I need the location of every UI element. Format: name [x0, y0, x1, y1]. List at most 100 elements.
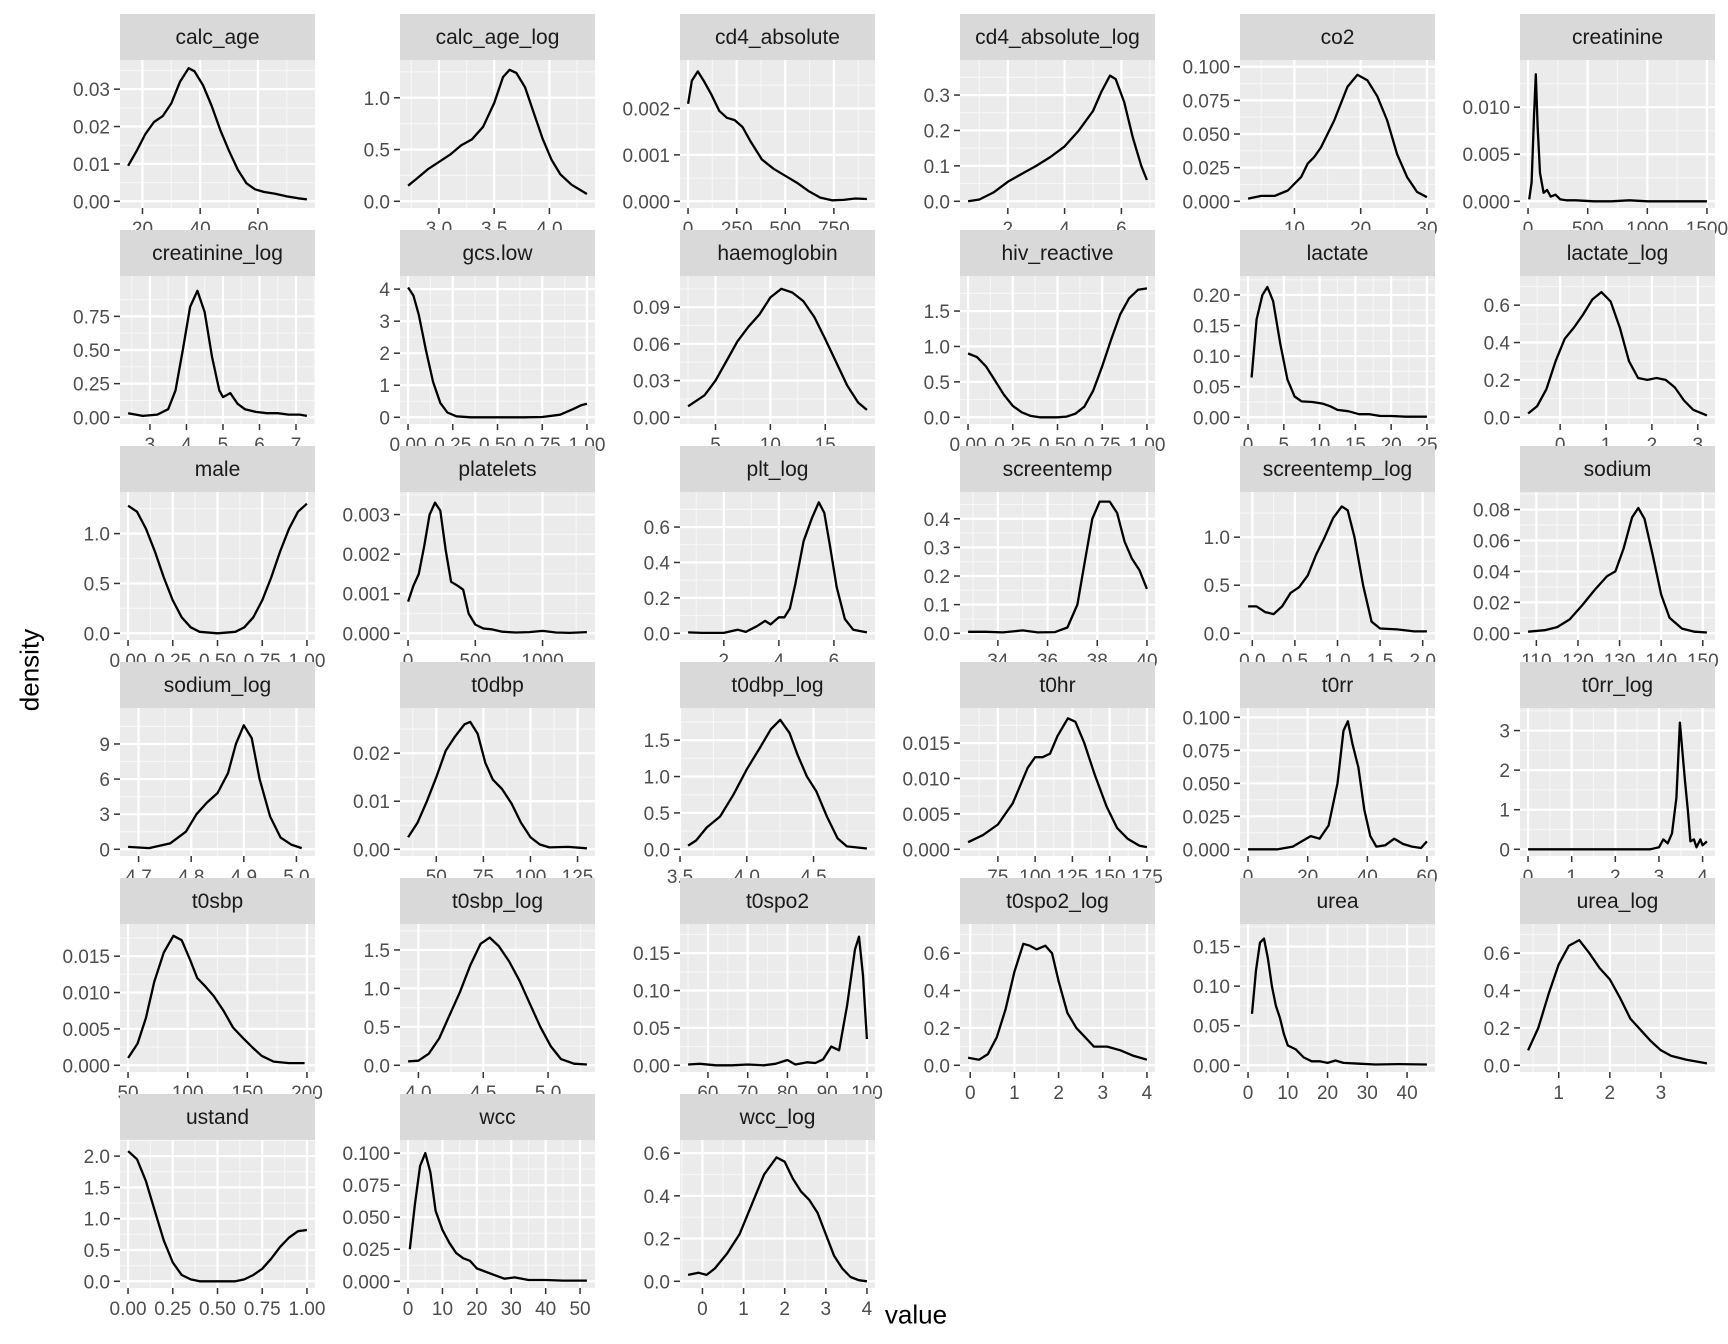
x-tick-label: 4: [1059, 219, 1070, 240]
facet-title: t0spo2_log: [1006, 890, 1109, 913]
y-tick-label: 0.04: [1473, 562, 1510, 583]
x-tick-label: 0: [1523, 867, 1534, 888]
panel-background: [400, 708, 595, 856]
density-curve-gcs-low: [407, 286, 588, 419]
x-tick-label: 5: [1279, 435, 1290, 456]
facet-strip: [960, 230, 1155, 276]
x-tick-label: 0: [965, 1083, 976, 1104]
density-curve-sodium-log: [128, 724, 303, 850]
facet-title: screentemp: [1003, 458, 1113, 481]
density-curve-t0hr: [967, 717, 1148, 849]
density-curve-t0spo2-log: [967, 942, 1148, 1061]
y-tick-label: 0.5: [644, 804, 670, 825]
y-tick-label: 0.000: [1462, 192, 1510, 213]
y-tick-label: 0.0: [924, 624, 950, 645]
density-curve-haemoglobin: [687, 287, 868, 411]
y-tick-label: 0.005: [62, 1020, 110, 1041]
facet-strip: [960, 662, 1155, 708]
facet-strip: [120, 662, 315, 708]
y-tick-label: 0.0: [924, 408, 950, 429]
density-curve-screentemp-log: [1248, 505, 1427, 633]
y-tick-label: 0.05: [1193, 1017, 1230, 1038]
y-tick-label: 1.5: [364, 941, 390, 962]
y-tick-label: 0.002: [342, 545, 390, 566]
x-tick-label: 5: [710, 435, 721, 456]
y-tick-label: 0.6: [1484, 296, 1510, 317]
facet-strip: [400, 1094, 595, 1140]
facet-strip: [680, 230, 875, 276]
y-tick-label: 0.4: [1484, 334, 1511, 355]
y-tick-label: 0.005: [1462, 145, 1510, 166]
y-tick-label: 0.001: [342, 585, 390, 606]
x-tick-label: 0: [1523, 219, 1534, 240]
facet-panel-urea-log: urea_log 1 2 3 0.0 0.2 0.4 0.6: [1484, 878, 1715, 1104]
facet-strip: [960, 878, 1155, 924]
y-tick-label: 0.2: [644, 589, 670, 610]
density-curve-urea-log: [1527, 938, 1708, 1065]
y-tick-label: 0.2: [644, 1230, 670, 1251]
x-tick-label: 3: [1654, 867, 1665, 888]
density-curve-wcc-log: [687, 1156, 868, 1283]
density-curve-calc-age-log: [407, 68, 588, 195]
density-curve-sodium: [1527, 506, 1707, 634]
x-tick-label: 5: [218, 435, 229, 456]
y-tick-label: 0.1: [924, 596, 950, 617]
y-tick-label: 0.015: [902, 734, 950, 755]
facet-strip: [1520, 662, 1715, 708]
facet-title: lactate: [1307, 242, 1369, 265]
density-curve-t0sbp: [127, 934, 305, 1065]
y-tick-label: 0.00: [73, 192, 110, 213]
y-tick-label: 0.00: [353, 840, 390, 861]
y-tick-label: 0.000: [342, 624, 390, 645]
y-tick-label: 1: [1499, 801, 1510, 822]
y-tick-label: 0.01: [73, 155, 110, 176]
density-curve-t0spo2: [688, 935, 869, 1067]
y-tick-label: 0.4: [644, 1187, 671, 1208]
y-tick-label: 0.4: [644, 553, 671, 574]
x-tick-label: 30: [501, 1299, 522, 1320]
panel-background: [680, 924, 875, 1072]
y-tick-label: 0.025: [1182, 807, 1230, 828]
facet-title: wcc: [478, 1106, 515, 1129]
facet-strip: [1240, 14, 1435, 60]
panel-background: [1520, 924, 1715, 1072]
facet-panel-t0spo2-log: t0spo2_log 0 1 2 3 4 0.0 0.2 0.4 0.6: [924, 878, 1155, 1104]
facet-panel-urea: urea 0 10 20 30 40 0.00 0.05 0.10 0.15: [1193, 878, 1435, 1104]
y-tick-label: 0.0: [644, 840, 670, 861]
y-tick-label: 0.0: [1484, 1056, 1510, 1077]
y-tick-label: 1.0: [1204, 528, 1230, 549]
x-tick-label: 2: [1647, 435, 1658, 456]
x-tick-label: 3: [1097, 1083, 1108, 1104]
facet-title: screentemp_log: [1263, 458, 1412, 481]
y-tick-label: 0.10: [1193, 977, 1230, 998]
x-tick-label: 4: [181, 435, 192, 456]
x-tick-label: 3: [821, 1299, 832, 1320]
y-tick-label: 1.0: [924, 337, 950, 358]
facet-panel-cd4-absolute-log: cd4_absolute_log 2 4 6 0.0 0.1 0.2 0.3: [924, 14, 1155, 240]
facet-strip: [1520, 230, 1715, 276]
density-curve-screentemp: [968, 500, 1148, 634]
y-tick-label: 0.00: [1193, 408, 1230, 429]
density-curve-lactate-log: [1527, 290, 1708, 417]
y-tick-label: 3: [379, 312, 390, 333]
y-tick-label: 0.05: [633, 1019, 670, 1040]
y-tick-label: 0.075: [1182, 91, 1230, 112]
density-curve-t0sbp-log: [408, 936, 587, 1066]
x-tick-label: 4: [1142, 1083, 1153, 1104]
y-tick-label: 0.000: [1182, 192, 1230, 213]
facet-strip: [680, 14, 875, 60]
y-tick-label: 0.5: [84, 574, 110, 595]
y-tick-label: 0.4: [1484, 982, 1511, 1003]
y-tick-label: 0.10: [633, 982, 670, 1003]
y-tick-label: 0.025: [342, 1240, 390, 1261]
panel-background: [1520, 708, 1715, 856]
